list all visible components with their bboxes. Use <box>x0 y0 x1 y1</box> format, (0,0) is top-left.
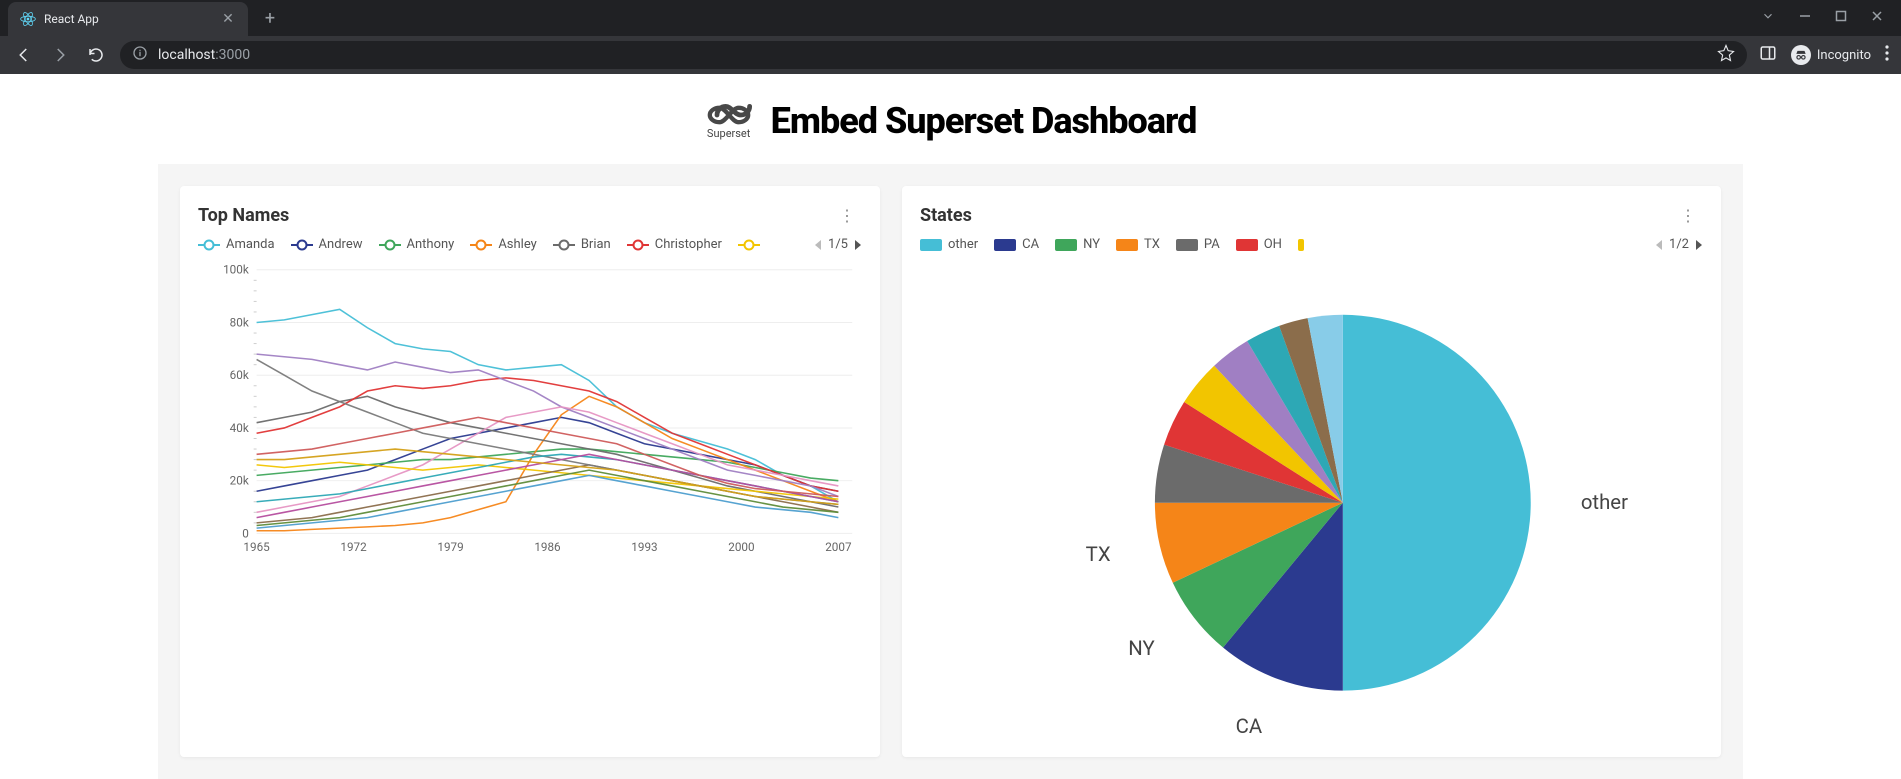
svg-text:60k: 60k <box>230 368 249 382</box>
pager-prev[interactable] <box>1655 239 1663 251</box>
svg-text:1972: 1972 <box>340 540 367 554</box>
legend-item[interactable]: Christopher <box>627 237 722 252</box>
close-window-icon[interactable] <box>1871 10 1883 26</box>
pie-chart: other CA NY TX <box>920 260 1703 745</box>
maximize-icon[interactable] <box>1835 10 1847 26</box>
legend-item[interactable]: Anthony <box>379 237 455 252</box>
browser-toolbar: localhost:3000 Incognito <box>0 36 1901 74</box>
legend-item[interactable]: CA <box>994 237 1039 252</box>
svg-text:20k: 20k <box>230 474 249 488</box>
pager-next[interactable] <box>854 239 862 251</box>
card-states: States ⋮ other CA NY TX PA OH 1/2 other CA NY TX <box>902 186 1721 757</box>
legend-item[interactable]: TX <box>1116 237 1160 252</box>
react-favicon-icon <box>20 11 36 27</box>
incognito-label: Incognito <box>1817 48 1871 63</box>
side-panel-icon[interactable] <box>1759 44 1777 66</box>
pager-text: 1/5 <box>828 237 848 252</box>
legend-item[interactable]: NY <box>1055 237 1100 252</box>
legend-item[interactable]: Ashley <box>470 237 536 252</box>
legend-item[interactable]: PA <box>1176 237 1220 252</box>
legend-item[interactable]: Brian <box>553 237 611 252</box>
tab-close-icon[interactable]: ✕ <box>220 11 236 27</box>
dashboard-container: Top Names ⋮ Amanda Andrew Anthony Ashley Bri… <box>158 164 1743 779</box>
svg-text:100k: 100k <box>223 263 249 277</box>
chrome-menu-icon[interactable] <box>1885 45 1889 65</box>
incognito-icon <box>1791 45 1811 65</box>
reload-button[interactable] <box>84 43 108 67</box>
svg-text:40k: 40k <box>230 421 249 435</box>
card-menu-top-names[interactable]: ⋮ <box>833 204 862 227</box>
minimize-icon[interactable] <box>1799 10 1811 26</box>
back-button[interactable] <box>12 43 36 67</box>
page-title: Embed Superset Dashboard <box>771 100 1197 142</box>
forward-button[interactable] <box>48 43 72 67</box>
svg-text:CA: CA <box>1236 714 1263 738</box>
line-chart: 0 20k 40k 60k 80k 100k 1965 1972 1979 1986 1993 200… <box>198 260 862 563</box>
address-bar[interactable]: localhost:3000 <box>120 41 1747 69</box>
browser-chrome: React App ✕ + <box>0 0 1901 74</box>
svg-text:2007: 2007 <box>825 540 852 554</box>
caret-down-icon[interactable] <box>1761 9 1775 27</box>
logo-subtext: Superset <box>707 127 750 140</box>
superset-logo: Superset <box>705 103 753 140</box>
browser-tab[interactable]: React App ✕ <box>8 2 248 36</box>
toolbar-right: Incognito <box>1759 44 1889 66</box>
tab-title: React App <box>44 12 212 26</box>
svg-text:TX: TX <box>1086 542 1111 566</box>
tab-strip: React App ✕ + <box>0 0 1901 36</box>
svg-text:NY: NY <box>1128 636 1155 660</box>
legend-item[interactable]: OH <box>1236 237 1282 252</box>
svg-text:1979: 1979 <box>437 540 463 554</box>
card-title-top-names: Top Names <box>198 205 289 226</box>
card-menu-states[interactable]: ⋮ <box>1674 204 1703 227</box>
svg-text:1965: 1965 <box>243 540 270 554</box>
legend-item-truncated[interactable] <box>1298 239 1304 251</box>
pager-prev[interactable] <box>814 239 822 251</box>
legend-item[interactable]: Andrew <box>291 237 363 252</box>
bookmark-star-icon[interactable] <box>1717 44 1735 66</box>
pager-next[interactable] <box>1695 239 1703 251</box>
legend-item-truncated[interactable] <box>738 244 760 246</box>
svg-text:other: other <box>1581 490 1628 514</box>
window-controls <box>1761 9 1901 27</box>
page-header: Superset Embed Superset Dashboard <box>0 92 1901 164</box>
legend-states: other CA NY TX PA OH 1/2 <box>920 237 1703 252</box>
legend-item[interactable]: Amanda <box>198 237 275 252</box>
svg-text:2000: 2000 <box>728 540 754 554</box>
page-content: Superset Embed Superset Dashboard Top Na… <box>0 74 1901 779</box>
new-tab-button[interactable]: + <box>256 4 284 32</box>
card-title-states: States <box>920 205 972 226</box>
legend-top-names: Amanda Andrew Anthony Ashley Brian Christophe… <box>198 237 862 252</box>
svg-text:0: 0 <box>242 526 249 540</box>
url-text: localhost:3000 <box>158 47 250 63</box>
svg-text:80k: 80k <box>230 315 249 329</box>
svg-text:1986: 1986 <box>534 540 561 554</box>
pager-text: 1/2 <box>1669 237 1689 252</box>
incognito-badge[interactable]: Incognito <box>1791 45 1871 65</box>
svg-text:1993: 1993 <box>631 540 657 554</box>
site-info-icon[interactable] <box>132 45 148 65</box>
legend-item[interactable]: other <box>920 237 978 252</box>
card-top-names: Top Names ⋮ Amanda Andrew Anthony Ashley Bri… <box>180 186 880 757</box>
